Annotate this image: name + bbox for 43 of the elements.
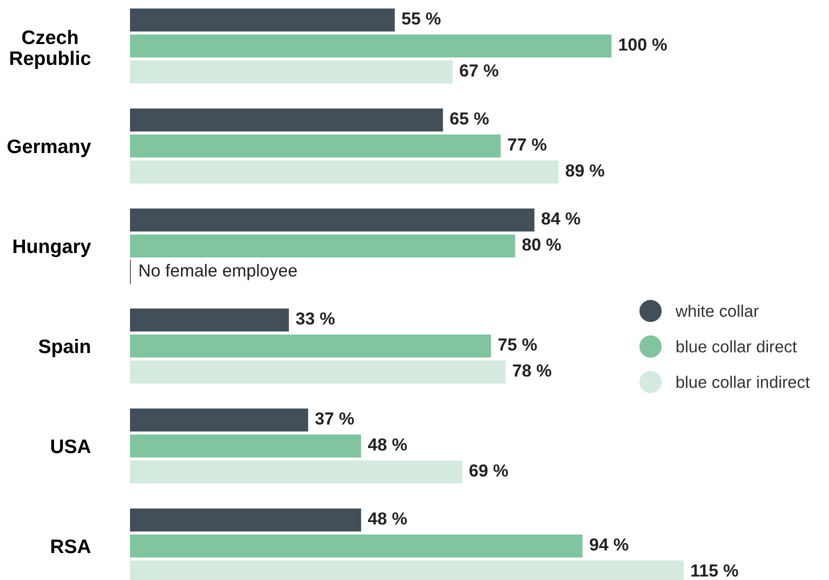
bar xyxy=(130,8,395,32)
data-label: 33 % xyxy=(296,312,335,325)
y-tick-label: USA xyxy=(51,439,91,454)
data-label: 80 % xyxy=(522,238,561,251)
bar xyxy=(130,434,362,458)
legend-label: blue collar indirect xyxy=(676,376,810,388)
bar xyxy=(130,160,558,184)
data-label: 69 % xyxy=(469,464,508,477)
data-label: 65 % xyxy=(450,112,489,125)
data-label: 48 % xyxy=(368,512,407,525)
y-tick-label: Spain xyxy=(38,338,90,358)
y-tick-label: Hungary xyxy=(14,240,92,258)
annotation: No female employee xyxy=(140,264,297,280)
bar xyxy=(130,34,612,58)
y-tick-label: Czech Republic xyxy=(10,30,91,69)
bar xyxy=(130,134,501,158)
data-label: 84 % xyxy=(542,212,580,225)
bar xyxy=(130,408,308,432)
y-tick-label: RSA xyxy=(51,539,91,554)
data-label: 55 % xyxy=(402,12,441,25)
data-label: 37 % xyxy=(315,412,354,425)
data-label: 67 % xyxy=(460,64,498,77)
data-label: 77 % xyxy=(508,138,546,151)
data-label: 100 % xyxy=(619,38,667,51)
data-label: 48 % xyxy=(368,438,407,451)
bar xyxy=(130,208,534,232)
data-label: 89 % xyxy=(566,164,604,177)
bar xyxy=(130,308,289,332)
data-label: 94 % xyxy=(590,538,628,551)
legend-label: blue collar direct xyxy=(676,340,797,352)
bar xyxy=(130,534,583,558)
data-label: 75 % xyxy=(498,338,537,351)
y-tick-label: Germany xyxy=(8,139,92,158)
bar xyxy=(130,334,492,358)
bar xyxy=(130,360,506,384)
data-label: 115 % xyxy=(691,564,738,577)
legend-label: white collar xyxy=(676,304,759,317)
data-label: 78 % xyxy=(512,364,552,377)
bar xyxy=(130,234,516,258)
bar xyxy=(130,60,453,84)
bar xyxy=(130,108,443,132)
bar xyxy=(130,460,462,484)
bar xyxy=(130,508,362,532)
